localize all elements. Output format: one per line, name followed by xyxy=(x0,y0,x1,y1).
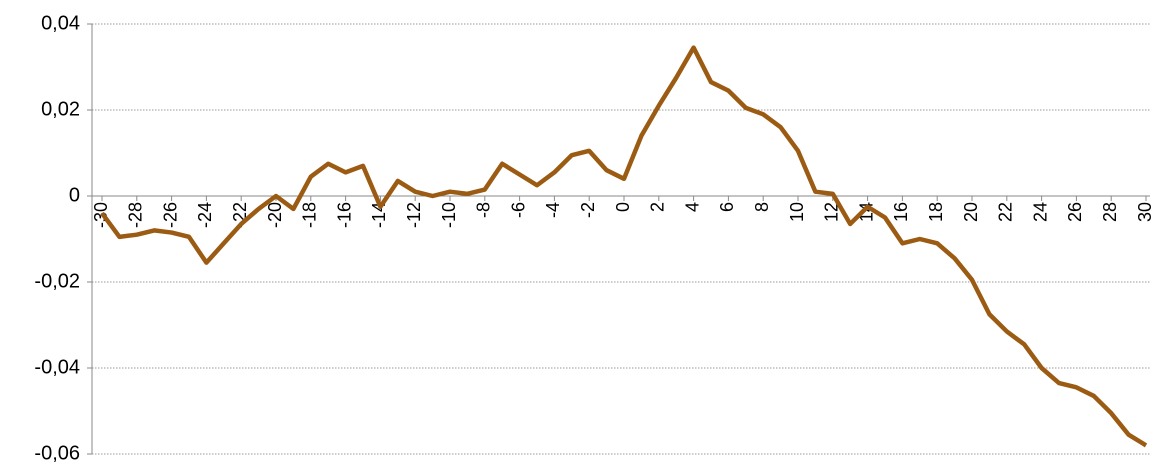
y-tick-label: 0,02 xyxy=(41,98,80,120)
x-tick-label: -6 xyxy=(508,202,528,218)
x-tick-label: -8 xyxy=(474,202,494,218)
x-tick-label: -2 xyxy=(578,202,598,218)
line xyxy=(100,45,1148,448)
x-tick-label: 28 xyxy=(1100,202,1120,222)
y-tick-label: 0 xyxy=(69,184,80,206)
x-tick-label: 26 xyxy=(1065,202,1085,222)
x-tick-label: 0 xyxy=(613,202,633,212)
x-tick-label: -24 xyxy=(195,202,215,228)
x-tick-label: 18 xyxy=(926,202,946,222)
x-tick-label: -26 xyxy=(160,202,180,228)
x-tick-label: -12 xyxy=(404,202,424,228)
x-tick-label: 10 xyxy=(787,202,807,222)
y-tick-label: -0,02 xyxy=(34,270,80,292)
x-tick-label: -18 xyxy=(300,202,320,228)
x-tick-label: 20 xyxy=(961,202,981,222)
x-tick-label: -28 xyxy=(126,202,146,228)
y-tick-label: -0,06 xyxy=(34,442,80,464)
x-tick-label: 12 xyxy=(822,202,842,222)
x-tick-label: -20 xyxy=(265,202,285,228)
x-tick-label: 8 xyxy=(752,202,772,212)
x-tick-label: 6 xyxy=(717,202,737,212)
x-tick-label: -4 xyxy=(543,202,563,218)
x-tick-label: -14 xyxy=(369,202,389,228)
x-tick-label: 2 xyxy=(648,202,668,212)
y-tick-label: 0,04 xyxy=(41,12,80,34)
x-tick-label: 16 xyxy=(891,202,911,222)
x-tick-label: -10 xyxy=(439,202,459,228)
x-tick-label: 24 xyxy=(1030,202,1050,222)
x-tick-label: 30 xyxy=(1135,202,1155,222)
x-tick-label: 22 xyxy=(996,202,1016,222)
x-tick-label: -16 xyxy=(334,202,354,228)
x-tick-label: 4 xyxy=(682,202,702,212)
y-tick-label: -0,04 xyxy=(34,356,80,378)
